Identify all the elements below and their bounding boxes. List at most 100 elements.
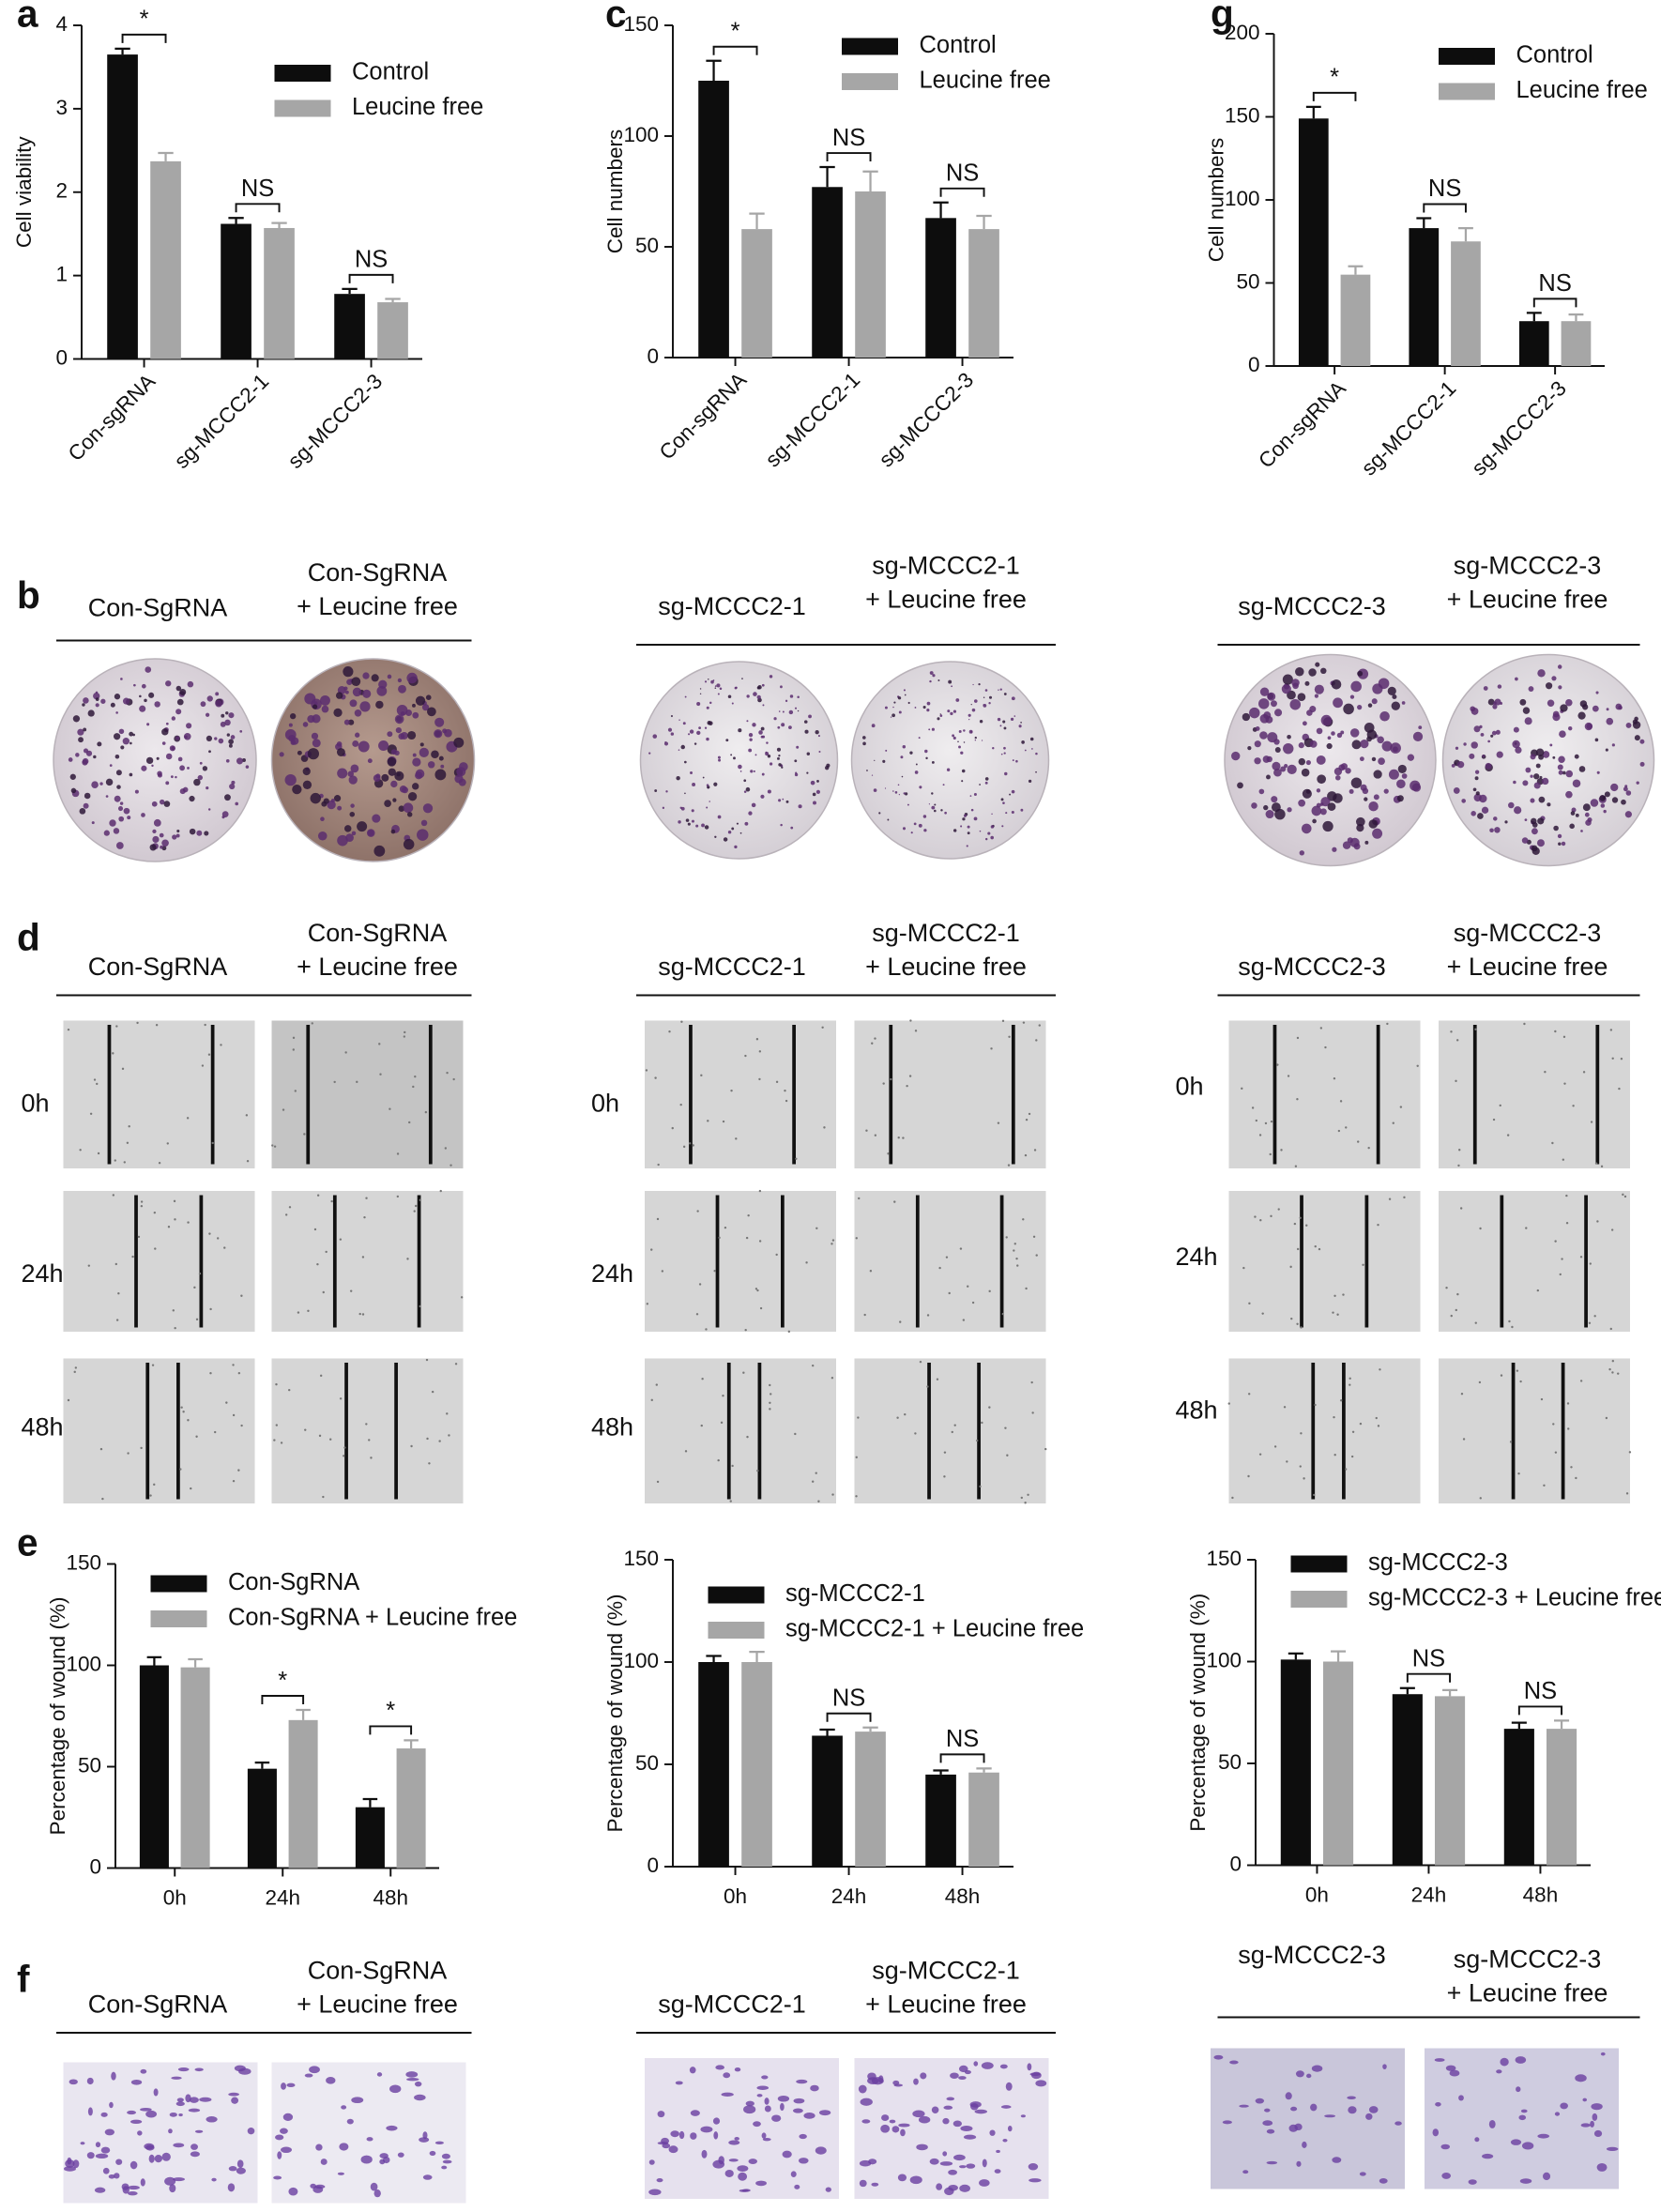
significance-bracket [939,1753,985,1763]
colony [696,730,701,736]
time-label: 24h [1176,1243,1218,1271]
panel-label: b [17,573,40,617]
cell-speck [1276,1063,1279,1066]
colony [773,717,777,721]
colony [221,811,229,818]
significance-bracket [1532,297,1577,308]
colony [810,780,815,786]
colony [769,762,773,766]
bar [698,81,729,358]
panel-label: a [17,0,38,36]
cell-speck [865,1129,868,1132]
group-header: Con-SgRNA [308,919,448,947]
cell-speck [187,1419,190,1422]
colony [932,674,936,678]
migrated-cell [690,2110,700,2116]
colony [753,692,757,696]
colony [83,727,87,732]
bar [150,160,181,359]
colony [1562,770,1566,775]
y-tick-label: 50 [1218,1750,1242,1774]
colony [862,741,866,746]
colony [692,782,696,786]
colony [1558,770,1563,775]
migrated-cell [236,2159,244,2169]
colony [1349,788,1354,794]
migrated-cell [148,2154,155,2163]
cell-speck [1022,1218,1025,1221]
cell-speck [1623,1195,1627,1198]
group-header: + Leucine free [1447,586,1608,614]
colony [1522,707,1531,714]
significance-bracket [826,1712,872,1722]
colony [1535,763,1541,769]
significance-label: NS [1412,1645,1445,1671]
cell-speck [1286,1460,1288,1463]
colony [1372,828,1383,839]
cell-speck [328,1438,332,1441]
colony [182,786,189,793]
y-tick-label: 150 [1206,1547,1242,1570]
cell-speck [745,1236,749,1240]
cell-speck [97,1152,100,1155]
significance-bracket [712,45,758,55]
colony [1481,806,1489,814]
colony [1487,698,1495,706]
migrated-cell [777,2095,790,2102]
colony [1624,785,1628,788]
migrated-cell [1554,2112,1561,2116]
migrated-cell [799,2133,807,2140]
colony [197,774,204,781]
migrated-cell [281,2082,286,2090]
colony [335,692,343,699]
colony [1492,704,1498,709]
colony [1514,806,1522,815]
cell-speck [909,1019,912,1022]
colony [714,835,717,838]
migrated-cell [1434,2058,1445,2062]
colony [152,835,160,844]
legend-swatch [708,1586,765,1604]
colony [225,711,229,715]
colony [1035,752,1038,755]
cell-speck [1579,1256,1583,1259]
migrated-cell [360,2155,373,2164]
cell-speck [899,1320,902,1323]
bar [1561,321,1592,366]
cell-speck [943,1451,947,1454]
colony [153,818,161,827]
migrated-cell [140,2178,145,2187]
cell-speck [330,1199,333,1203]
bar [1340,274,1371,366]
colony [1558,842,1562,847]
cell-speck [1296,1247,1300,1251]
cell-speck [322,1290,325,1294]
colony [733,756,736,760]
migrated-cell [994,2169,1001,2174]
cell-speck [1609,1029,1613,1031]
migrated-cell [114,2173,120,2179]
cell-speck [758,1240,762,1243]
colony [1319,808,1327,816]
colony [337,834,348,847]
colony [979,830,982,832]
significance-bracket [826,152,872,162]
cell-speck [815,1227,818,1229]
migrated-cell [441,2153,450,2159]
migrated-cell [247,2128,255,2135]
group-header: + Leucine free [1447,1979,1608,2007]
cell-speck [1554,1030,1557,1033]
group-header: Con-SgRNA [88,1991,228,2019]
migrated-cell [127,2110,136,2115]
colony [1280,766,1287,772]
colony [1311,805,1322,816]
cell-speck [232,1479,236,1483]
colony [214,737,218,740]
cell-speck [1618,1087,1621,1091]
cell-speck [1575,1476,1577,1480]
colony [1001,825,1004,828]
colony [691,819,694,823]
colony [343,719,350,725]
colony [738,728,742,733]
cell-speck [339,1397,343,1400]
